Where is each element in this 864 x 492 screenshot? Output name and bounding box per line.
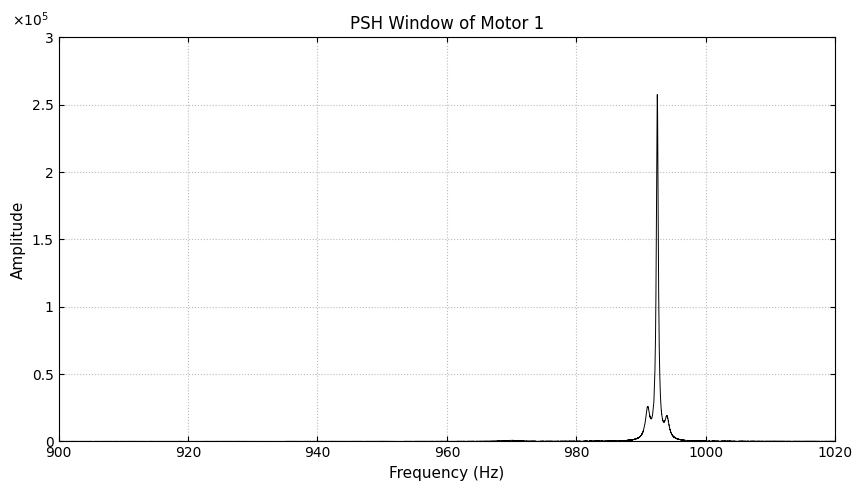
Text: $\times 10^5$: $\times 10^5$ bbox=[12, 11, 48, 29]
X-axis label: Frequency (Hz): Frequency (Hz) bbox=[390, 466, 505, 481]
Y-axis label: Amplitude: Amplitude bbox=[11, 200, 26, 278]
Title: PSH Window of Motor 1: PSH Window of Motor 1 bbox=[350, 15, 544, 33]
